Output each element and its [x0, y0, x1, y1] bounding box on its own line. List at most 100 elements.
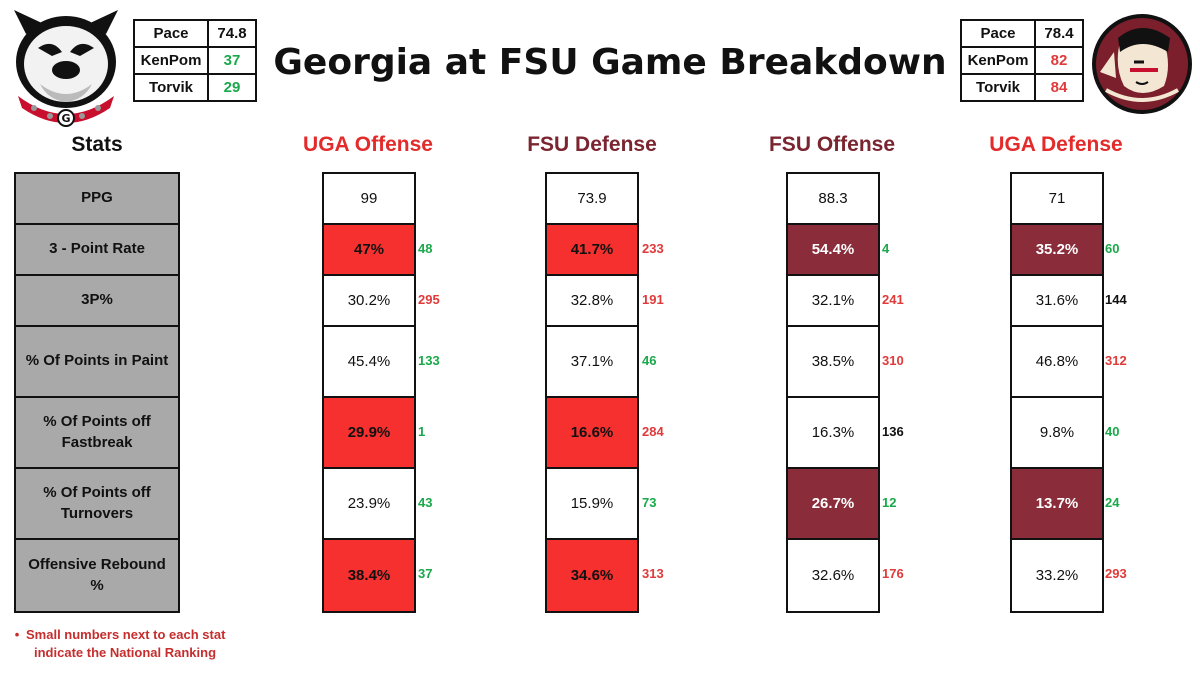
stat-value-cell: 30.2%	[324, 276, 414, 327]
stats-label-column: PPG 3 - Point Rate 3P% % Of Points in Pa…	[14, 172, 180, 613]
fsu-kenpom-row: KenPom 82	[960, 46, 1084, 75]
stat-value-cell: 32.8%	[547, 276, 637, 327]
national-rank: 60	[1105, 241, 1120, 256]
stat-value-cell: 26.7%	[788, 469, 878, 540]
stat-label: 3P%	[16, 276, 178, 327]
stat-label: 3 - Point Rate	[16, 225, 178, 276]
metric-label: Pace	[960, 19, 1036, 48]
metric-value: 37	[207, 46, 257, 75]
uga-rankings-table: Pace 74.8 KenPom 37 Torvik 29	[133, 19, 257, 102]
stats-header: Stats	[71, 133, 123, 156]
fsu-defense-values: 73.9 41.7% 32.8% 37.1% 16.6% 15.9% 34.6%	[545, 172, 639, 613]
fsu-offense-header: FSU Offense	[768, 133, 896, 156]
stat-label: PPG	[16, 174, 178, 225]
metric-value: 82	[1034, 46, 1084, 75]
metric-label: KenPom	[133, 46, 209, 75]
metric-value: 84	[1034, 73, 1084, 102]
georgia-bulldog-logo: G	[4, 4, 128, 128]
stat-label: % Of Points off Fastbreak	[16, 398, 178, 469]
stat-value-cell: 45.4%	[324, 327, 414, 398]
metric-value: 74.8	[207, 19, 257, 48]
uga-pace-row: Pace 74.8	[133, 19, 257, 48]
stat-value-cell: 15.9%	[547, 469, 637, 540]
national-rank: 40	[1105, 424, 1120, 439]
bullet-icon: •	[14, 627, 20, 642]
stat-value-cell: 9.8%	[1012, 398, 1102, 469]
stat-value-cell: 46.8%	[1012, 327, 1102, 398]
stat-value-cell: 88.3	[788, 174, 878, 225]
stat-value-cell: 23.9%	[324, 469, 414, 540]
stat-value-cell: 99	[324, 174, 414, 225]
national-rank: 241	[882, 292, 904, 307]
national-rank: 12	[882, 495, 897, 510]
national-rank: 48	[418, 241, 433, 256]
national-rank: 133	[418, 353, 440, 368]
fsu-rankings-table: Pace 78.4 KenPom 82 Torvik 84	[960, 19, 1084, 102]
fsu-pace-row: Pace 78.4	[960, 19, 1084, 48]
national-rank: 1	[418, 424, 426, 439]
stat-value-cell: 33.2%	[1012, 540, 1102, 611]
uga-defense-values: 71 35.2% 31.6% 46.8% 9.8% 13.7% 33.2%	[1010, 172, 1104, 613]
stat-value-cell: 54.4%	[788, 225, 878, 276]
national-rank: 191	[642, 292, 664, 307]
uga-torvik-row: Torvik 29	[133, 73, 257, 102]
national-rank: 295	[418, 292, 440, 307]
national-rank	[882, 172, 922, 223]
national-rank: 4	[882, 241, 890, 256]
stat-value-cell: 37.1%	[547, 327, 637, 398]
stat-value-cell: 32.6%	[788, 540, 878, 611]
stat-value-cell: 16.6%	[547, 398, 637, 469]
national-rank: 310	[882, 353, 904, 368]
stat-value-cell: 73.9	[547, 174, 637, 225]
national-rank: 37	[418, 566, 433, 581]
metric-value: 78.4	[1034, 19, 1084, 48]
stat-value-cell: 31.6%	[1012, 276, 1102, 327]
national-rank: 24	[1105, 495, 1120, 510]
stat-value-cell: 32.1%	[788, 276, 878, 327]
stat-value-cell: 47%	[324, 225, 414, 276]
fsu-offense-ranks: 4 241 310 136 12 176	[882, 172, 922, 609]
fsu-offense-values: 88.3 54.4% 32.1% 38.5% 16.3% 26.7% 32.6%	[786, 172, 880, 613]
stat-label: Offensive Rebound %	[16, 540, 178, 611]
national-rank: 73	[642, 495, 657, 510]
svg-text:G: G	[61, 112, 70, 125]
stat-label: % Of Points in Paint	[16, 327, 178, 398]
footnote: • Small numbers next to each stat indicat…	[8, 626, 226, 661]
national-rank: 293	[1105, 566, 1127, 581]
stat-value-cell: 16.3%	[788, 398, 878, 469]
national-rank: 176	[882, 566, 904, 581]
metric-value: 29	[207, 73, 257, 102]
uga-offense-values: 99 47% 30.2% 45.4% 29.9% 23.9% 38.4%	[322, 172, 416, 613]
uga-offense-header: UGA Offense	[303, 133, 433, 156]
national-rank: 46	[642, 353, 657, 368]
footnote-line-2: indicate the National Ranking	[34, 644, 217, 660]
page-title: Georgia at FSU Game Breakdown	[273, 42, 947, 83]
national-rank: 136	[882, 424, 904, 439]
national-rank: 233	[642, 241, 664, 256]
metric-label: KenPom	[960, 46, 1036, 75]
national-rank: 284	[642, 424, 664, 439]
national-rank: 43	[418, 495, 433, 510]
stat-value-cell: 35.2%	[1012, 225, 1102, 276]
stat-value-cell: 13.7%	[1012, 469, 1102, 540]
national-rank: 313	[642, 566, 664, 581]
stat-value-cell: 29.9%	[324, 398, 414, 469]
stat-value-cell: 38.5%	[788, 327, 878, 398]
national-rank: 312	[1105, 353, 1127, 368]
uga-defense-header: UGA Defense	[989, 133, 1123, 156]
metric-label: Pace	[133, 19, 209, 48]
stat-label: % Of Points off Turnovers	[16, 469, 178, 540]
fsu-defense-ranks: 233 191 46 284 73 313	[642, 172, 682, 609]
stat-value-cell: 38.4%	[324, 540, 414, 611]
uga-offense-ranks: 48 295 133 1 43 37	[418, 172, 458, 609]
national-rank	[642, 172, 682, 223]
stat-value-cell: 71	[1012, 174, 1102, 225]
footnote-line-1: Small numbers next to each stat	[26, 627, 226, 642]
fsu-defense-header: FSU Defense	[527, 133, 657, 156]
national-rank	[1105, 172, 1145, 223]
fsu-torvik-row: Torvik 84	[960, 73, 1084, 102]
uga-kenpom-row: KenPom 37	[133, 46, 257, 75]
metric-label: Torvik	[960, 73, 1036, 102]
uga-defense-ranks: 60 144 312 40 24 293	[1105, 172, 1145, 609]
national-rank: 144	[1105, 292, 1127, 307]
